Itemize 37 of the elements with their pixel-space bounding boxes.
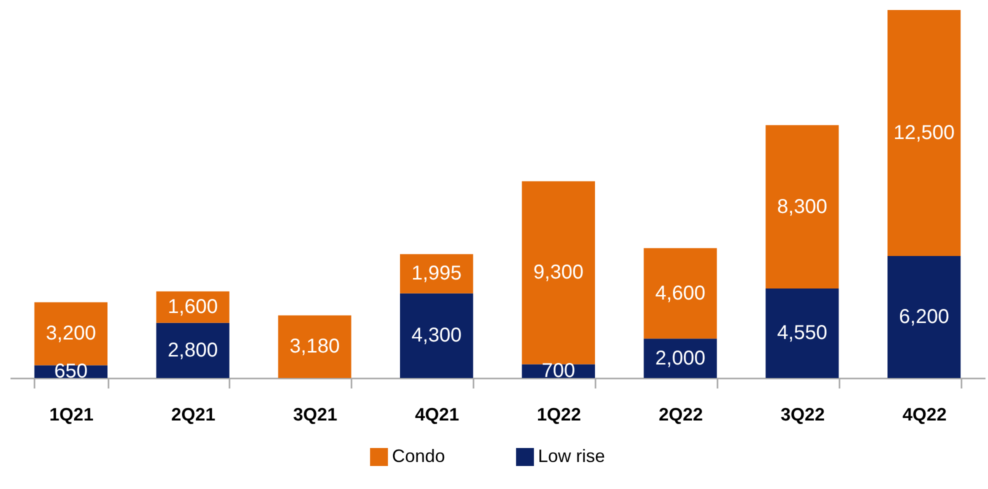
bar <box>766 288 839 378</box>
bar <box>34 302 108 366</box>
data-label: 3,200 <box>46 322 96 345</box>
data-label: 12,500 <box>893 122 955 144</box>
data-label: 2,000 <box>655 347 706 370</box>
bar <box>888 10 961 256</box>
data-label: 8,300 <box>777 196 828 218</box>
x-tick-label: 3Q22 <box>780 404 825 424</box>
bar <box>400 293 474 378</box>
x-tick-label: 1Q22 <box>536 404 581 424</box>
bar <box>766 125 839 288</box>
data-label: 3,180 <box>290 336 340 358</box>
bar <box>278 315 352 378</box>
data-label: 2,800 <box>168 339 218 362</box>
data-label: 9,300 <box>533 262 584 284</box>
x-tick-label: 2Q22 <box>658 404 703 424</box>
legend-label: Low rise <box>538 446 606 466</box>
bar <box>644 248 717 339</box>
bar <box>888 256 961 378</box>
bar <box>156 322 230 378</box>
data-label: 1,995 <box>412 262 462 285</box>
data-label: 6,200 <box>899 306 950 328</box>
data-label: 650 <box>54 360 88 383</box>
legend-label: Condo <box>392 446 446 466</box>
bar <box>644 338 717 378</box>
x-tick-label: 4Q21 <box>415 404 460 424</box>
bar <box>522 181 595 364</box>
data-label: 700 <box>542 360 576 382</box>
x-tick-label: 3Q21 <box>293 404 338 424</box>
data-label: 4,550 <box>777 322 828 344</box>
data-label: 4,300 <box>412 324 462 347</box>
data-label: 1,600 <box>168 296 218 318</box>
data-label: 4,600 <box>655 282 706 304</box>
x-tick-label: 2Q21 <box>171 404 216 424</box>
x-tick-label: 1Q21 <box>49 404 94 424</box>
x-tick-label: 4Q22 <box>902 404 947 424</box>
bar <box>400 254 474 294</box>
